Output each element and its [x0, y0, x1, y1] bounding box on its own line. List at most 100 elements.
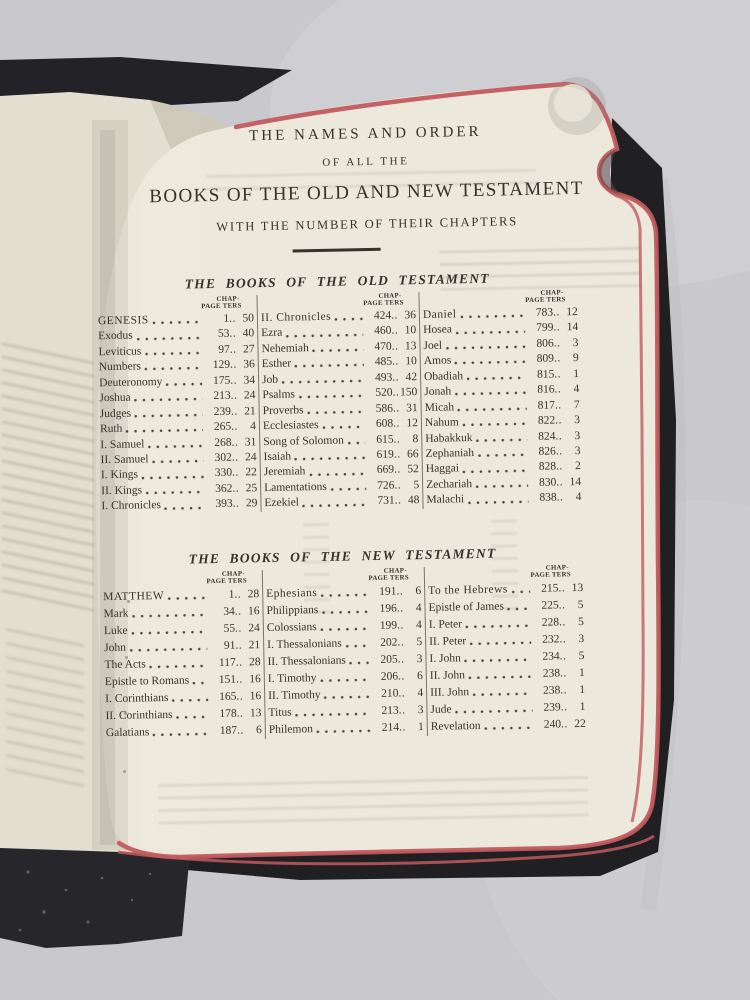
dot-leader: [333, 311, 364, 323]
page-number: 97: [218, 343, 230, 356]
bleed-through-line: [302, 522, 331, 624]
book-name: The Acts: [104, 658, 146, 672]
dot-leader: [170, 692, 209, 705]
dot-leader: [164, 376, 203, 388]
book-name: Habakkuk: [425, 431, 473, 445]
dot-leader: [292, 450, 366, 463]
page-number: 615: [376, 433, 394, 446]
dot-leader: [474, 431, 528, 444]
dot-leader: [318, 672, 371, 685]
book-name: Mark: [103, 607, 129, 621]
dot-leader: [460, 416, 528, 429]
page-number: 213: [213, 389, 231, 403]
dot-leader: [132, 407, 204, 420]
book-row: Revelation 240 .. 22: [431, 716, 586, 736]
book-name: Proverbs: [262, 403, 304, 417]
chapter-count: 12: [566, 305, 578, 319]
chapter-count: 16: [247, 605, 260, 618]
page-number: 424: [373, 309, 392, 322]
ters-label: TERS: [546, 295, 566, 304]
dot-leader: [129, 624, 208, 637]
dot-leader: [124, 422, 204, 436]
chapter-count: 5: [578, 650, 585, 663]
dot-leader: [142, 360, 203, 373]
dot-leader: [307, 465, 367, 478]
chapter-count: 31: [244, 435, 257, 448]
chapter-count: 13: [404, 339, 417, 353]
chapter-count: 34: [243, 373, 256, 387]
book-row: Malachi 838 .. 4: [426, 490, 581, 508]
dot-leader: [443, 339, 526, 352]
dot-leader: [453, 354, 527, 367]
dot-leader: [343, 638, 370, 650]
red-page-edge-inner: [598, 175, 645, 823]
page-title-line2: OF ALL THE: [322, 155, 410, 169]
bleed-through-line: [490, 519, 519, 620]
page-number: 55: [223, 622, 236, 636]
chapter-count: 42: [405, 370, 418, 384]
book-name: Haggai: [425, 462, 460, 476]
column-header: CHAP- PAGE TERS: [97, 295, 253, 312]
chapter-count: 16: [249, 690, 262, 703]
ot-column-3: CHAP- PAGE TERS Daniel 783 .. 12 Hosea: [418, 288, 585, 509]
page-number: 726: [377, 479, 395, 492]
book-row: Galatians 187 .. 6: [106, 722, 262, 742]
chapter-count: 21: [248, 639, 261, 652]
book-name: Esther: [261, 357, 292, 371]
dot-leader: [453, 703, 533, 716]
book-name: Revelation: [430, 720, 481, 734]
chapter-count: 24: [244, 451, 257, 464]
book-name: Malachi: [426, 493, 465, 507]
dot-leader: [296, 388, 365, 401]
chapter-count: 2: [574, 460, 581, 473]
page-number: 196: [379, 602, 397, 616]
book-name: II. Thessalonians: [267, 654, 346, 669]
red-page-edge-bottom-stack: [117, 834, 655, 866]
page-number: 215: [541, 582, 559, 595]
leather-texture-specks: [18, 870, 152, 932]
book-name: I. Corinthians: [105, 692, 169, 706]
book-name: II. Corinthians: [105, 709, 173, 723]
chapter-count: 3: [572, 336, 579, 349]
chapter-count: 3: [574, 444, 581, 458]
page-number: 214: [381, 721, 400, 735]
chapter-count: 6: [416, 670, 423, 683]
chapter-count: 10: [405, 355, 417, 368]
chapter-count: 4: [415, 602, 422, 615]
book-name: Deuteronomy: [99, 375, 163, 389]
page-ters-label: PAGE TERS: [261, 299, 404, 309]
dot-leader: [474, 478, 529, 491]
dot-leader: [139, 468, 205, 482]
chapter-count: 5: [413, 478, 420, 492]
chapter-count: 13: [571, 582, 584, 595]
chapter-count: 4: [415, 619, 422, 632]
dot-leader: [347, 655, 370, 667]
book-name: Amos: [423, 354, 452, 368]
chapter-count: 12: [406, 417, 419, 430]
old-testament-table: CHAP- PAGE TERS GENESIS 1 .. 50 Exodus: [94, 288, 585, 515]
page-number: 822: [537, 414, 556, 427]
book-list: GENESIS 1 .. 50 Exodus 53 .. 40: [98, 311, 258, 515]
book-name: I. Timothy: [267, 672, 317, 686]
dot-leader: [293, 357, 365, 370]
thumb-index-notch: [599, 149, 621, 195]
page-number: 232: [542, 633, 560, 646]
bleed-through-text-left-page: [6, 627, 84, 795]
book-name: Hosea: [423, 323, 453, 337]
stamp-mark-center: [554, 84, 592, 122]
dot-leader: [462, 652, 532, 665]
page-number: 815: [536, 368, 555, 381]
dot-leader: [466, 493, 529, 506]
chapter-count: 1: [579, 684, 586, 697]
page-number: 1: [228, 588, 235, 601]
page-number: 151: [218, 673, 237, 687]
book-name: III. John: [430, 686, 470, 700]
dot-leader: [458, 308, 526, 321]
divider-rule: [292, 247, 381, 252]
book-name: I. John: [429, 652, 461, 666]
gutter-shadow-inner: [100, 130, 115, 845]
dot-leader: [318, 621, 370, 634]
dot-leader: [162, 499, 205, 512]
ters-label: TERS: [227, 577, 248, 585]
dot-leader: [284, 326, 364, 340]
